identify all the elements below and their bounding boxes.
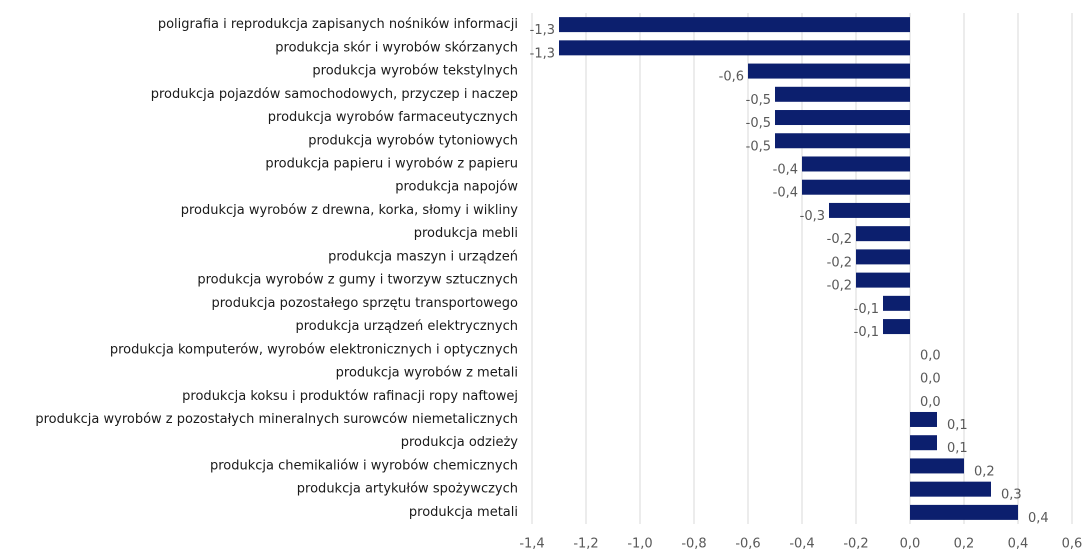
value-label: -0,2 [827,279,852,294]
bar [856,272,910,288]
bar [775,133,910,149]
value-label: 0,0 [920,395,941,410]
value-label: -0,4 [773,186,798,201]
value-label: -1,3 [530,46,555,61]
bar [559,40,910,56]
value-label: -0,6 [719,70,744,85]
x-tick-label: -0,6 [735,537,760,552]
value-label: -0,5 [746,139,771,154]
x-tick-label: -1,0 [627,537,652,552]
bar [910,435,937,451]
bar [775,86,910,102]
category-label: produkcja skór i wyrobów skórzanych [275,40,518,55]
bar [856,249,910,265]
category-label: produkcja wyrobów z pozostałych mineraln… [35,412,518,427]
bar [748,63,910,79]
bar [910,458,964,474]
category-label: produkcja mebli [414,226,518,241]
category-label: produkcja pojazdów samochodowych, przycz… [151,87,518,102]
category-label: produkcja napojów [395,180,518,195]
bar [883,319,910,335]
category-label: produkcja maszyn i urządzeń [328,249,518,264]
value-label: 0,0 [920,348,941,363]
value-label: 0,3 [1001,488,1022,503]
bar [559,17,910,33]
bar [910,504,1018,520]
value-label: -0,2 [827,232,852,247]
value-label: -0,2 [827,255,852,270]
value-label: -0,1 [854,325,879,340]
x-tick-label: -0,4 [789,537,814,552]
bar [910,411,937,427]
x-tick-label: 0,6 [1062,537,1083,552]
bar [883,295,910,311]
category-label: produkcja koksu i produktów rafinacji ro… [182,389,518,404]
bar [856,226,910,242]
x-tick-label: -1,2 [573,537,598,552]
value-label: 0,0 [920,372,941,387]
category-label: produkcja wyrobów z gumy i tworzyw sztuc… [197,273,518,288]
bar [802,179,910,195]
category-label: produkcja chemikaliów i wyrobów chemiczn… [210,458,518,473]
bar [910,481,991,497]
value-label: -1,3 [530,23,555,38]
x-tick-label: -1,4 [519,537,544,552]
bar [802,156,910,172]
value-label: 0,1 [947,441,968,456]
value-label: -0,1 [854,302,879,317]
value-label: -0,5 [746,116,771,131]
category-label: produkcja wyrobów z drewna, korka, słomy… [181,203,519,218]
value-label: -0,4 [773,162,798,177]
category-label: produkcja wyrobów tytoniowych [308,133,518,148]
category-label: produkcja pozostałego sprzętu transporto… [211,296,518,311]
x-tick-label: 0,0 [900,537,921,552]
bar [829,202,910,218]
value-label: 0,4 [1028,511,1049,526]
category-label: produkcja wyrobów z metali [336,366,518,381]
category-label: produkcja urządzeń elektrycznych [295,319,518,334]
category-label: poligrafia i reprodukcja zapisanych nośn… [158,17,518,32]
category-label: produkcja odzieży [401,435,519,450]
bar [775,110,910,126]
category-label: produkcja papieru i wyrobów z papieru [265,156,518,171]
value-label: 0,2 [974,464,995,479]
x-tick-label: -0,8 [681,537,706,552]
x-tick-label: 0,2 [954,537,975,552]
x-tick-label: 0,4 [1008,537,1029,552]
x-tick-label: -0,2 [843,537,868,552]
value-label: 0,1 [947,418,968,433]
category-label: produkcja komputerów, wyrobów elektronic… [110,342,518,357]
category-label: produkcja artykułów spożywczych [297,482,518,497]
category-label: produkcja wyrobów tekstylnych [312,64,518,79]
value-label: -0,3 [800,209,825,224]
value-label: -0,5 [746,93,771,108]
category-label: produkcja metali [409,505,518,520]
category-label: produkcja wyrobów farmaceutycznych [268,110,518,125]
